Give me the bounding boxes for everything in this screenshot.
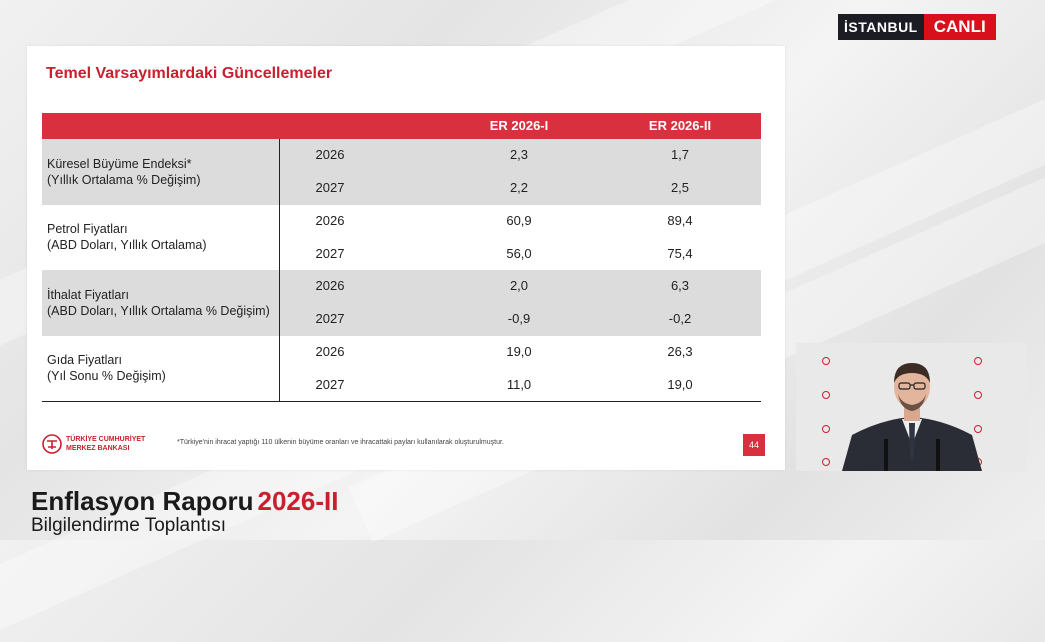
logo-line1: TÜRKİYE CUMHURİYET	[66, 436, 146, 443]
bank-emblem-icon	[42, 434, 62, 454]
badge-live: CANLI	[923, 14, 996, 40]
value-cell: 26,3	[667, 343, 693, 359]
speaker-video-inset	[796, 343, 1027, 471]
table-row-group: Petrol Fiyatları (ABD Doları, Yıllık Ort…	[42, 205, 761, 271]
row-label: İthalat Fiyatları (ABD Doları, Yıllık Or…	[47, 287, 270, 319]
value-cell: 60,9	[506, 212, 532, 228]
row-label-line1: İthalat Fiyatları	[47, 287, 129, 302]
value-cell: 2,2	[509, 180, 529, 195]
wall-logo-icon	[974, 391, 984, 399]
value-cell: 19,0	[667, 376, 693, 392]
row-label-line1: Gıda Fiyatları	[47, 353, 123, 368]
live-badge: İSTANBUL CANLI	[838, 14, 996, 40]
column-header-er1: ER 2026-I	[489, 118, 549, 133]
year-cell: 2026	[315, 212, 345, 228]
table-row-group: İthalat Fiyatları (ABD Doları, Yıllık Or…	[42, 270, 761, 336]
slide-title: Temel Varsayımlardaki Güncellemeler	[46, 65, 333, 82]
row-label-line2: (ABD Doları, Yıllık Ortalama % Değişim)	[47, 303, 270, 318]
year-cell: 2027	[315, 180, 345, 195]
wall-logo-icon	[822, 357, 832, 365]
value-cell: 6,3	[670, 278, 690, 293]
value-cell: -0,2	[668, 311, 692, 326]
year-cell: 2026	[315, 147, 345, 162]
value-cell: 56,0	[506, 245, 532, 261]
year-cell: 2027	[315, 311, 345, 326]
row-label: Gıda Fiyatları (Yıl Sonu % Değişim)	[47, 352, 166, 384]
wall-logo-icon	[822, 391, 832, 399]
value-cell: 2,0	[509, 278, 529, 293]
table-row-group: Gıda Fiyatları (Yıl Sonu % Değişim) 2026…	[42, 336, 761, 402]
value-cell: 19,0	[506, 343, 532, 359]
assumptions-table: ER 2026-I ER 2026-II Küresel Büyüme Ende…	[42, 113, 761, 401]
year-cell: 2026	[315, 343, 345, 359]
row-label-line2: (Yıllık Ortalama % Değişim)	[47, 172, 201, 187]
logo-line2: MERKEZ BANKASI	[66, 445, 130, 452]
wall-logo-icon	[822, 425, 832, 433]
table-row-group: Küresel Büyüme Endeksi* (Yıllık Ortalama…	[42, 139, 761, 205]
value-cell: 2,3	[509, 147, 529, 162]
year-cell: 2027	[315, 245, 345, 261]
broadcast-title-text: Enflasyon Raporu	[31, 486, 254, 516]
column-header-er2: ER 2026-II	[648, 118, 712, 133]
value-cell: 2,5	[670, 180, 690, 195]
row-label: Petrol Fiyatları (ABD Doları, Yıllık Ort…	[47, 221, 207, 253]
broadcast-title: Enflasyon Raporu 2026-II	[31, 486, 338, 517]
value-cell: 1,7	[670, 147, 690, 162]
value-cell: 75,4	[667, 245, 693, 261]
wall-logo-icon	[974, 425, 984, 433]
row-label-line1: Küresel Büyüme Endeksi*	[47, 156, 192, 171]
badge-city: İSTANBUL	[838, 14, 924, 40]
table-bottom-border	[42, 401, 761, 402]
value-cell: 11,0	[506, 376, 532, 392]
row-label-line1: Petrol Fiyatları	[47, 222, 128, 237]
wall-logo-icon	[822, 458, 832, 466]
year-cell: 2027	[315, 376, 345, 392]
broadcast-title-accent: 2026-II	[257, 486, 339, 516]
year-cell: 2026	[315, 278, 345, 293]
presentation-slide: Temel Varsayımlardaki Güncellemeler ER 2…	[27, 46, 785, 470]
speaker-figure	[842, 353, 982, 471]
row-label-line2: (Yıl Sonu % Değişim)	[47, 369, 166, 384]
logo-text: TÜRKİYE CUMHURİYET MERKEZ BANKASI	[66, 435, 145, 453]
footnote: *Türkiye'nin ihracat yaptığı 110 ülkenin…	[177, 439, 504, 446]
broadcast-subtitle: Bilgilendirme Toplantısı	[31, 515, 227, 536]
central-bank-logo: TÜRKİYE CUMHURİYET MERKEZ BANKASI	[42, 434, 145, 454]
row-label: Küresel Büyüme Endeksi* (Yıllık Ortalama…	[47, 156, 201, 188]
page-number: 44	[743, 434, 765, 456]
value-cell: -0,9	[507, 311, 531, 326]
row-label-line2: (ABD Doları, Yıllık Ortalama)	[47, 238, 207, 253]
value-cell: 89,4	[667, 212, 693, 228]
table-header: ER 2026-I ER 2026-II	[42, 113, 761, 139]
column-divider	[279, 139, 280, 401]
wall-logo-icon	[974, 357, 984, 365]
